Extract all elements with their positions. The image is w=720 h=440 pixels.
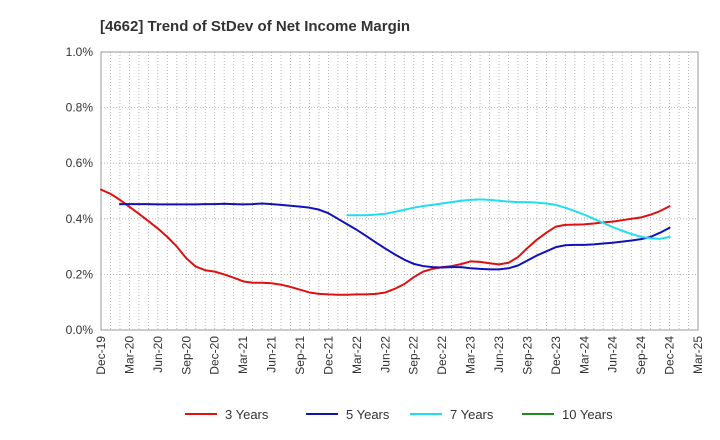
x-tick-label: Dec-24 <box>663 336 677 375</box>
x-tick-label: Dec-23 <box>549 336 563 375</box>
y-tick-label: 0.4% <box>66 212 94 226</box>
x-tick-label: Sep-22 <box>407 336 421 375</box>
x-axis-ticks: Dec-19 Mar-20 Jun-20 Sep-20 Dec-20 Mar-21 Jun-… <box>94 336 705 375</box>
x-tick-label: Mar-21 <box>236 336 250 374</box>
x-tick-label: Mar-23 <box>464 336 478 374</box>
x-tick-label: Mar-22 <box>350 336 364 374</box>
y-tick-label: 1.0% <box>66 45 94 59</box>
x-tick-label: Dec-19 <box>94 336 108 375</box>
series-line-7-years <box>346 198 671 240</box>
x-tick-label: Dec-21 <box>321 336 335 375</box>
x-tick-label: Sep-20 <box>179 336 193 375</box>
y-tick-label: 0.6% <box>66 156 94 170</box>
x-tick-label: Mar-20 <box>122 336 136 374</box>
x-tick-label: Jun-23 <box>492 336 506 373</box>
legend-label: 10 Years <box>562 407 613 422</box>
x-tick-label: Sep-24 <box>634 336 648 375</box>
y-tick-label: 0.2% <box>66 267 94 281</box>
y-tick-label: 0.0% <box>66 323 94 337</box>
x-tick-label: Mar-24 <box>577 336 591 374</box>
legend-label: 3 Years <box>225 407 269 422</box>
y-axis-ticks: 0.0% 0.2% 0.4% 0.6% 0.8% 1.0% <box>66 45 94 337</box>
x-tick-label: Jun-20 <box>151 336 165 373</box>
x-tick-label: Jun-21 <box>265 336 279 373</box>
legend-label: 5 Years <box>346 407 390 422</box>
series-line-3-years <box>100 188 671 296</box>
legend: 3 Years 5 Years 7 Years 10 Years <box>185 407 613 422</box>
chart-title: [4662] Trend of StDev of Net Income Marg… <box>100 18 410 35</box>
x-tick-label: Mar-25 <box>691 336 705 374</box>
plot-area-border <box>100 51 699 331</box>
y-tick-label: 0.8% <box>66 101 94 115</box>
grid <box>101 52 698 330</box>
series-line-5-years <box>118 202 671 271</box>
x-tick-label: Sep-21 <box>293 336 307 375</box>
x-tick-label: Sep-23 <box>520 336 534 375</box>
legend-label: 7 Years <box>450 407 494 422</box>
x-tick-label: Dec-22 <box>435 336 449 375</box>
x-tick-label: Dec-20 <box>208 336 222 375</box>
x-tick-label: Jun-22 <box>378 336 392 373</box>
series-lines <box>100 188 671 296</box>
x-tick-label: Jun-24 <box>606 336 620 373</box>
